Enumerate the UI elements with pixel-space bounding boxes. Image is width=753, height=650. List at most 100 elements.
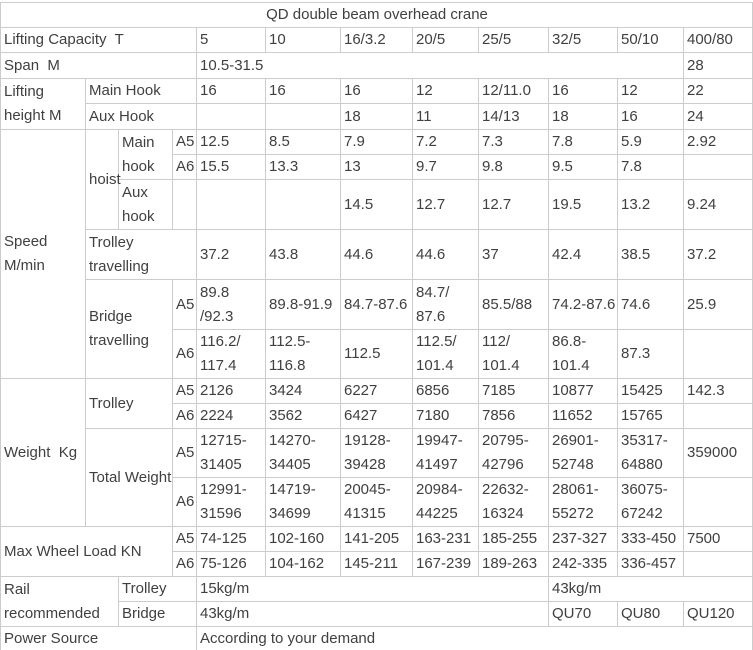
table-cell: 18 — [548, 103, 618, 130]
table-cell: 84.7-87.6 — [340, 279, 413, 330]
table-cell: Bridge travelling — [85, 279, 173, 379]
table-cell: 145-211 — [340, 551, 413, 577]
table-cell: 13 — [340, 154, 413, 180]
table-cell: 16 — [196, 78, 266, 104]
table-cell: 2.92 — [683, 129, 753, 155]
table-cell: According to your demand — [196, 626, 753, 650]
table-cell: 12.5 — [196, 129, 266, 155]
table-cell: 12 — [412, 78, 479, 104]
table-cell: 12.7 — [478, 179, 549, 230]
table-cell: 14.5 — [340, 179, 413, 230]
table-cell: 237-327 — [548, 526, 618, 552]
table-cell: 112.5/ 101.4 — [412, 329, 479, 379]
table-cell: 141-205 — [340, 526, 413, 552]
table-cell: 6856 — [412, 378, 479, 404]
table-cell: 102-160 — [265, 526, 341, 552]
table-cell: 74.6 — [617, 279, 684, 330]
table-cell: Trolley — [85, 378, 173, 429]
table-row: A6 15.5 13.3 13 9.7 9.8 9.5 7.8 — [1, 154, 753, 180]
table-cell: 19947- 41497 — [412, 428, 479, 478]
table-cell: A6 — [172, 551, 197, 577]
table-cell: 12715- 31405 — [196, 428, 266, 478]
table-cell: 22 — [683, 78, 753, 104]
table-cell: 12/11.0 — [478, 78, 549, 104]
table-cell: 11 — [412, 103, 479, 130]
table-cell: 336-457 — [617, 551, 684, 577]
table-cell: 38.5 — [617, 229, 684, 280]
table-cell: 10877 — [548, 378, 618, 404]
table-cell: A6 — [172, 329, 197, 379]
table-row: Bridge travelling A5 89.8 /92.3 89.8-91.9 84… — [1, 279, 753, 379]
table-cell: 15425 — [617, 378, 684, 404]
table-cell: 16 — [548, 78, 618, 104]
table-cell: Total Weight — [85, 428, 173, 527]
table-cell: 35317- 64880 — [617, 428, 684, 478]
table-cell — [265, 103, 341, 130]
table-cell — [683, 403, 753, 429]
table-cell: 16 — [617, 103, 684, 130]
table-cell: 5 — [196, 27, 266, 53]
table-cell: 359000 — [683, 428, 753, 478]
table-cell: Trolley — [118, 576, 197, 602]
table-cell: 14/13 — [478, 103, 549, 130]
table-cell: A6 — [172, 477, 197, 527]
row-header-span: Span M — [0, 52, 197, 79]
table-cell: 7.2 — [412, 129, 479, 155]
row-header-weight: Weight Kg — [0, 378, 86, 527]
table-cell: A6 — [172, 154, 197, 180]
table-cell: 28061- 55272 — [548, 477, 618, 527]
table-row: A6 116.2/ 117.4 112.5- 116.8 112.5 112.5/ 10… — [1, 329, 753, 379]
table-cell: 74.2-87.6 — [548, 279, 618, 330]
table-cell: 43kg/m — [548, 576, 753, 602]
table-row: Power Source According to your demand — [0, 626, 753, 650]
table-cell: 89.8-91.9 — [265, 279, 341, 330]
table-cell: 16/3.2 — [340, 27, 413, 53]
table-cell: 3562 — [265, 403, 341, 429]
row-header-lifting-capacity: Lifting Capacity T — [0, 27, 197, 53]
row-header-max-wheel-load: Max Wheel Load KN — [0, 526, 173, 577]
table-cell: A5 — [172, 279, 197, 330]
table-cell: 28 — [683, 52, 753, 79]
table-cell: 242-335 — [548, 551, 618, 577]
table-cell — [683, 329, 753, 379]
table-cell: 400/80 — [683, 27, 753, 53]
table-cell: 185-255 — [478, 526, 549, 552]
row-header-speed: Speed M/min — [0, 129, 86, 379]
table-cell: 12991- 31596 — [196, 477, 266, 527]
table-cell: 44.6 — [412, 229, 479, 280]
table-cell: 20045- 41315 — [340, 477, 413, 527]
table-cell: 112/ 101.4 — [478, 329, 549, 379]
table-row: Bridge 43kg/m QU70 QU80 QU120 — [1, 601, 753, 627]
table-cell: 89.8 /92.3 — [196, 279, 266, 330]
table-row: Rail recommended Trolley 15kg/m 43kg/m — [0, 576, 753, 627]
table-cell: 163-231 — [412, 526, 479, 552]
table-cell — [265, 179, 341, 230]
table-cell: 9.8 — [478, 154, 549, 180]
table-cell: Aux Hook — [85, 103, 197, 130]
table-cell: Main hook — [118, 129, 173, 180]
table-cell — [196, 103, 266, 130]
table-cell: 142.3 — [683, 378, 753, 404]
table-cell: 116.2/ 117.4 — [196, 329, 266, 379]
table-cell: 25.9 — [683, 279, 753, 330]
table-cell: 25/5 — [478, 27, 549, 53]
table-cell: 2126 — [196, 378, 266, 404]
table-cell: 189-263 — [478, 551, 549, 577]
table-cell: Bridge — [118, 601, 197, 627]
row-header-power-source: Power Source — [0, 626, 197, 650]
table-cell: 85.5/88 — [478, 279, 549, 330]
table-row: A6 12991- 31596 14719- 34699 20045- 41315 20… — [1, 477, 753, 527]
table-cell: 86.8- 101.4 — [548, 329, 618, 379]
table-cell — [683, 154, 753, 180]
table-cell: 87.3 — [617, 329, 684, 379]
table-cell: Main Hook — [85, 78, 197, 104]
table-cell: 112.5- 116.8 — [265, 329, 341, 379]
table-cell: 7.8 — [617, 154, 684, 180]
table-cell: 167-239 — [412, 551, 479, 577]
table-cell: 16 — [340, 78, 413, 104]
table-row: Aux Hook 18 11 14/13 18 16 24 — [1, 103, 753, 130]
table-cell: 12 — [617, 78, 684, 104]
table-row: Speed M/min hoist Main hook A5 12.5 8.5 7.9 7.2… — [0, 129, 753, 379]
table-cell: 37.2 — [683, 229, 753, 280]
